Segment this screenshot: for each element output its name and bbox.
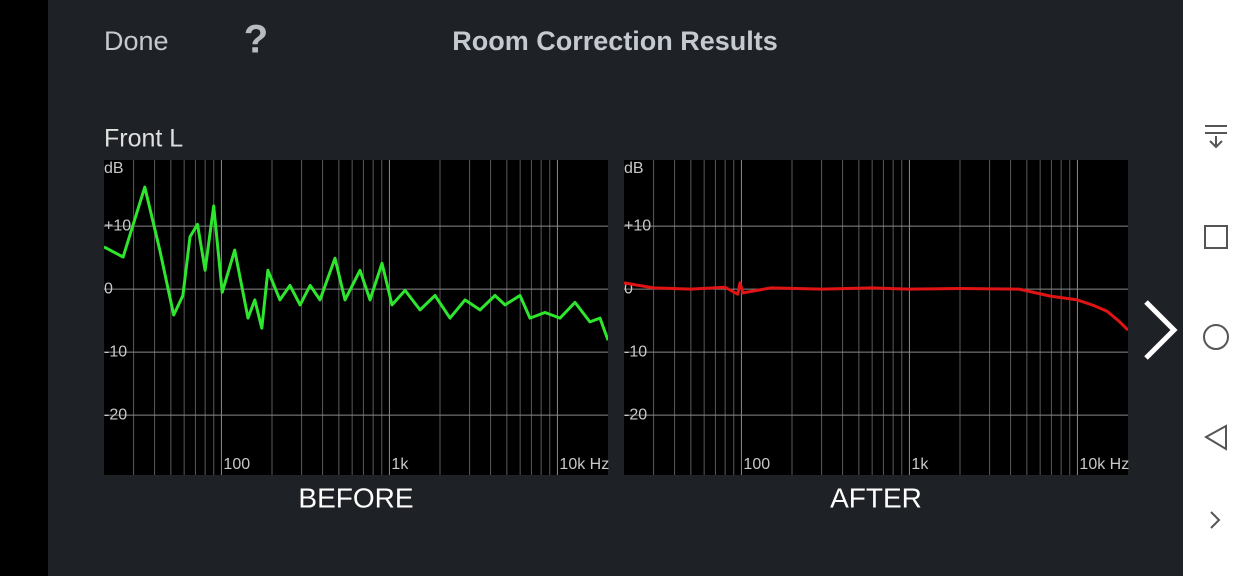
chart-panel: +10 0 -10 -20 100 1k 10k Hz dB AFTER	[624, 160, 1129, 513]
nav-back[interactable]	[1203, 424, 1227, 451]
nav-more[interactable]	[1210, 511, 1221, 529]
chart-title: AFTER	[830, 482, 922, 513]
done-button[interactable]: Done	[104, 26, 169, 56]
y-tick-label: -10	[624, 343, 647, 360]
y-tick-label: +10	[104, 217, 131, 234]
plot-area	[624, 160, 1128, 475]
plot-area	[104, 160, 608, 475]
x-tick-label: 10k Hz	[559, 456, 609, 473]
y-tick-label: -20	[104, 406, 127, 423]
y-tick-label: +10	[624, 217, 651, 234]
data-line	[104, 185, 608, 341]
left-bar	[0, 0, 48, 576]
x-tick-label: 1k	[391, 456, 409, 473]
y-tick-label: 0	[104, 280, 113, 297]
y-axis-label: dB	[624, 160, 644, 177]
chart-panel: +10 0 -10 -20 100 1k 10k Hz dB BEFORE	[104, 160, 609, 513]
help-button[interactable]: ?	[244, 18, 268, 62]
nav-recents[interactable]	[1204, 225, 1228, 249]
y-tick-label: 0	[624, 280, 633, 297]
y-tick-label: -20	[624, 406, 647, 423]
charts: +10 0 -10 -20 100 1k 10k Hz dB BEFORE +10 0 -10 -20 1…	[104, 160, 1129, 513]
y-tick-label: -10	[104, 343, 127, 360]
section-title: Front L	[104, 125, 183, 153]
nav-notifications[interactable]	[1205, 125, 1227, 149]
x-tick-label: 100	[743, 456, 770, 473]
nav-home[interactable]	[1203, 324, 1229, 350]
nav-icons	[1203, 125, 1229, 529]
x-tick-label: 100	[223, 456, 250, 473]
chart-title: BEFORE	[298, 482, 413, 513]
screen-title: Room Correction Results	[452, 26, 778, 56]
next-arrow[interactable]	[1144, 300, 1178, 360]
x-tick-label: 1k	[911, 456, 929, 473]
data-line	[624, 281, 1128, 332]
nav-bar	[1183, 0, 1248, 576]
y-axis-label: dB	[104, 160, 124, 177]
x-tick-label: 10k Hz	[1079, 456, 1129, 473]
